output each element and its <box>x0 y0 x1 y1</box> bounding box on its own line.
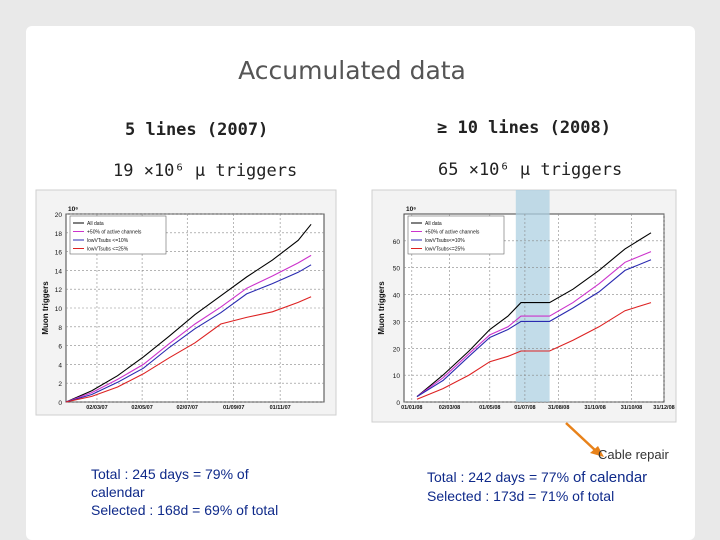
right-heading: ≥ 10 lines (2008) <box>437 118 611 138</box>
c2007-ytick-label: 0 <box>58 400 62 407</box>
c2007-ytick-label: 8 <box>58 325 62 332</box>
c2008-xtick-label: 01/01/08 <box>401 405 422 411</box>
c2007-ylabel: Muon triggers <box>41 281 50 335</box>
c2007-series-0 <box>65 223 312 403</box>
c2008-cable-repair-band <box>515 190 550 402</box>
cable-repair-label: Cable repair <box>598 447 669 462</box>
c2007-ytick-label: 4 <box>58 362 62 369</box>
c2008-xtick-label: 31/10/08 <box>584 405 605 411</box>
c2007-ytick-label: 2 <box>58 381 62 388</box>
cable-repair-arrow <box>565 422 604 457</box>
right-stats: Total : 242 days = 77% of calendar Selec… <box>427 468 702 505</box>
c2007-xtick-label: 02/05/07 <box>131 405 152 411</box>
c2007-ytick-label: 6 <box>58 344 62 351</box>
c2008-xtick-label: 01/07/08 <box>514 405 535 411</box>
c2008-ytick-label: 20 <box>393 346 401 353</box>
c2008-yexp: 10⁶ <box>406 206 416 213</box>
right-trigger-count: 65 ×10⁶ μ triggers <box>438 160 623 180</box>
c2007-legend-label-3: lowVTsubs <=25% <box>87 247 129 253</box>
chart-2008: 0 10 20 30 40 50 60 01/01/08 02/03/08 01/05/08 01/… <box>371 189 677 423</box>
c2008-ytick-label: 60 <box>393 239 401 246</box>
c2007-series-3 <box>65 296 312 403</box>
c2008-xtick-label: 02/03/08 <box>439 405 460 411</box>
c2008-xtick-label: 31/08/08 <box>548 405 569 411</box>
c2007-ytick-label: 12 <box>55 287 63 294</box>
c2008-xtick-label: 31/10/08 <box>621 405 642 411</box>
c2008-legend-box <box>407 215 505 255</box>
c2008-ytick-label: 30 <box>393 319 401 326</box>
c2008-series-1 <box>416 251 652 398</box>
c2008-ytick-label: 10 <box>393 373 401 380</box>
c2007-ytick-label: 18 <box>55 231 63 238</box>
c2008-series-3 <box>416 302 652 400</box>
c2007-xtick-label: 02/07/07 <box>177 405 198 411</box>
c2008-legend-label-1: +50% of active channels <box>425 230 480 236</box>
c2008-ytick-label: 0 <box>396 400 400 407</box>
c2007-ytick-label: 16 <box>55 250 63 257</box>
chart-2007: 0 2 4 6 8 10 12 14 16 18 20 02/03/07 02/05/07 02/07/0… <box>35 189 337 416</box>
right-selected-stat: Selected : 173d = 71% of total <box>427 488 615 504</box>
c2007-legend-label-0: All data <box>87 221 104 227</box>
right-total-days: Total : 242 days = 77% <box>427 469 573 485</box>
slide-title: Accumulated data <box>238 56 466 85</box>
left-stats: Total : 245 days = 79% of calendar Selec… <box>91 465 301 519</box>
c2007-ytick-label: 14 <box>55 268 63 275</box>
c2008-legend-label-0: All data <box>425 221 442 227</box>
c2008-xtick-label: 31/12/08 <box>653 405 674 411</box>
c2008-ytick-label: 50 <box>393 266 401 273</box>
c2007-legend-box <box>69 215 167 255</box>
c2007-ytick-label: 10 <box>55 306 63 313</box>
c2007-xtick-label: 01/11/07 <box>270 405 291 411</box>
c2008-legend-label-2: lowVTsubs<=10% <box>425 238 465 244</box>
left-selected-stat: Selected : 168d = 69% of total <box>91 502 279 518</box>
c2008-ylabel: Muon triggers <box>377 281 386 335</box>
c2008-legend-label-3: lowVTsubs<=25% <box>425 247 465 253</box>
left-total-stat: Total : 245 days = 79% of calendar <box>91 466 249 500</box>
c2007-yexp: 10⁶ <box>68 206 78 213</box>
c2008-xtick-label: 01/05/08 <box>479 405 500 411</box>
c2007-legend-label-1: +50% of active channels <box>87 230 142 236</box>
right-total-calendar: of calendar <box>572 469 648 486</box>
c2007-series-2 <box>65 264 312 403</box>
c2008-series-0 <box>416 232 652 398</box>
left-heading: 5 lines (2007) <box>125 120 269 140</box>
c2007-xtick-label: 02/03/07 <box>86 405 107 411</box>
c2007-series-1 <box>65 254 312 403</box>
c2007-ytick-label: 20 <box>55 212 63 219</box>
right-total-stat: Total : 242 days = 77% of calendar <box>427 468 702 487</box>
c2007-legend-label-2: lowVTsubs <=10% <box>87 238 129 244</box>
c2008-ytick-label: 40 <box>393 293 401 300</box>
left-trigger-count: 19 ×10⁶ μ triggers <box>113 161 298 181</box>
c2008-series-2 <box>416 259 652 398</box>
c2007-xtick-label: 01/09/07 <box>223 405 244 411</box>
